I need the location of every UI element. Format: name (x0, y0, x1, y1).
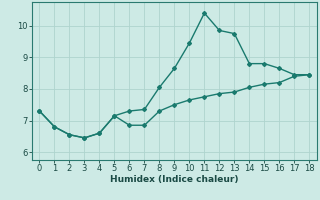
X-axis label: Humidex (Indice chaleur): Humidex (Indice chaleur) (110, 175, 239, 184)
